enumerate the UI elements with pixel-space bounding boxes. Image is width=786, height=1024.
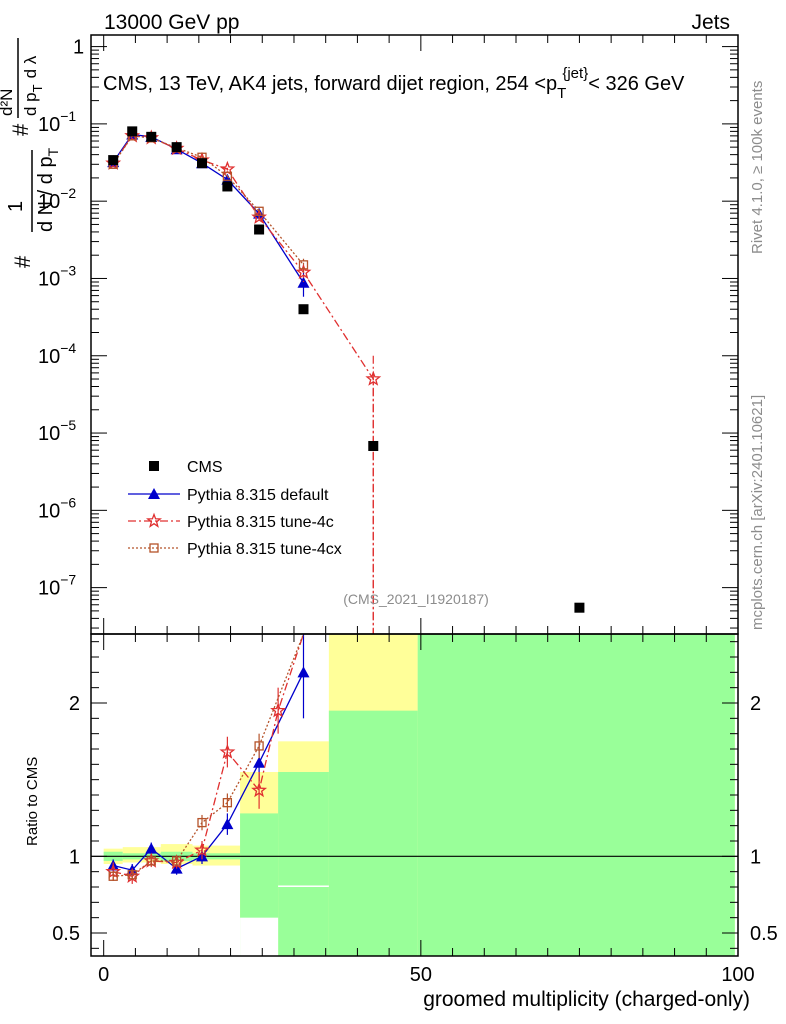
ratio-bands	[103, 634, 735, 956]
ratio-point-default	[297, 666, 310, 678]
plot-title: CMS, 13 TeV, AK4 jets, forward dijet reg…	[103, 65, 685, 102]
x-tick-label: 0	[98, 964, 109, 986]
legend-label-cms: CMS	[187, 459, 223, 476]
point-cms	[171, 142, 182, 153]
point-cms	[298, 304, 309, 315]
svg-text:d N / d pT: d N / d pT	[35, 147, 61, 232]
point-tune4c	[251, 208, 268, 224]
ratio-point-default	[253, 756, 266, 768]
svg-text:d²N: d²N	[0, 89, 16, 116]
legend: CMS Pythia 8.315 default Pythia 8.315 tu…	[128, 459, 342, 558]
band-white-1	[278, 885, 329, 887]
point-tune4c	[295, 263, 312, 280]
point-cms	[146, 131, 157, 142]
point-cms	[222, 181, 233, 192]
ratio-y-tick-label-right: 2	[750, 693, 761, 715]
y-tick-label: 10−2	[38, 185, 76, 213]
band-green-6	[328, 710, 418, 956]
y-tick-label: 10−1	[38, 108, 76, 136]
x-tick-label: 50	[410, 964, 432, 986]
y-tick-label: 1	[73, 37, 84, 59]
ratio-point-tune4cx	[254, 741, 264, 751]
axis-ticks: 0 50 100 1 10−1 10−2 10−3 10−4 10−5 10−6 10−7 0.5 0.…	[38, 35, 778, 986]
ratio-point-tune4cx	[127, 870, 137, 880]
ratio-point-tune4cx	[171, 856, 182, 866]
ratio-line-default	[113, 672, 305, 871]
ratio-y-tick-label-right: 0.5	[750, 923, 778, 945]
ratio-point-tune4cx	[108, 871, 118, 881]
band-green-7	[417, 634, 735, 956]
band-white-0	[240, 917, 279, 956]
legend-marker-tune4cx	[149, 543, 159, 553]
main-series	[105, 126, 585, 634]
line-tune4c	[112, 135, 374, 634]
x-tick-label: 100	[721, 964, 754, 986]
ratio-point-tune4cx	[222, 798, 233, 808]
point-tune4cx	[254, 206, 264, 216]
ratio-point-default	[145, 842, 158, 854]
rivet-label: Rivet 4.1.0, ≥ 100k events	[749, 81, 766, 254]
y-tick-label: 10−5	[38, 417, 76, 445]
ratio-point-tune4c	[251, 782, 268, 798]
svg-text:d pTd λ: d pTd λ	[21, 55, 45, 116]
point-tune4cx	[298, 260, 309, 270]
ratio-y-tick-label: 1	[69, 846, 80, 868]
ratio-series	[105, 633, 310, 884]
ratio-point-tune4cx	[146, 856, 156, 866]
ratio-y-tick-label: 0.5	[52, 923, 80, 945]
ratio-y-tick-label: 2	[69, 693, 80, 715]
point-cms	[254, 224, 265, 235]
ratio-point-tune4c	[270, 702, 287, 718]
svg-text:#: #	[10, 255, 35, 268]
line-tune4cx	[112, 135, 304, 266]
line-default	[112, 133, 305, 284]
ratio-y-axis-label: Ratio to CMS	[24, 757, 41, 846]
point-cms	[127, 126, 138, 137]
ratio-point-tune4c	[194, 841, 210, 858]
legend-marker-default	[148, 488, 160, 499]
y-tick-label: 10−7	[38, 572, 76, 600]
ratio-point-tune4c	[219, 743, 236, 759]
legend-marker-cms	[149, 461, 159, 471]
ratio-line-tune4cx	[113, 633, 305, 877]
legend-label-tune4c: Pythia 8.315 tune-4c	[187, 514, 334, 531]
y-tick-label: 10−4	[38, 340, 76, 368]
point-cms	[574, 602, 585, 613]
ratio-point-tune4cx	[197, 817, 207, 828]
point-tune4cx	[222, 171, 233, 181]
header-right: Jets	[691, 11, 730, 34]
point-cms	[197, 158, 208, 169]
svg-text:#: #	[8, 123, 33, 136]
mcplots-label: mcplots.cern.ch [arXiv:2401.10621]	[749, 395, 766, 630]
band-green-5	[278, 772, 329, 956]
ratio-y-tick-label-right: 1	[750, 846, 761, 868]
y-tick-label: 10−3	[38, 262, 76, 290]
legend-label-default: Pythia 8.315 default	[187, 487, 329, 504]
x-axis-label: groomed multiplicity (charged-only)	[423, 988, 750, 1011]
ratio-point-default	[221, 818, 234, 830]
point-tune4c	[365, 370, 382, 386]
analysis-watermark: (CMS_2021_I1920187)	[343, 591, 489, 607]
point-cms	[108, 155, 119, 166]
legend-label-tune4cx: Pythia 8.315 tune-4cx	[187, 541, 342, 558]
point-default	[297, 276, 310, 288]
header-left: 13000 GeV pp	[104, 11, 239, 34]
main-y-axis-label: # 1 d N / d pT # d²N d pTd λ	[0, 38, 61, 268]
legend-marker-tune4c	[146, 512, 162, 528]
point-cms	[368, 440, 379, 451]
svg-text:1: 1	[5, 201, 27, 212]
y-tick-label: 10−6	[38, 494, 76, 522]
